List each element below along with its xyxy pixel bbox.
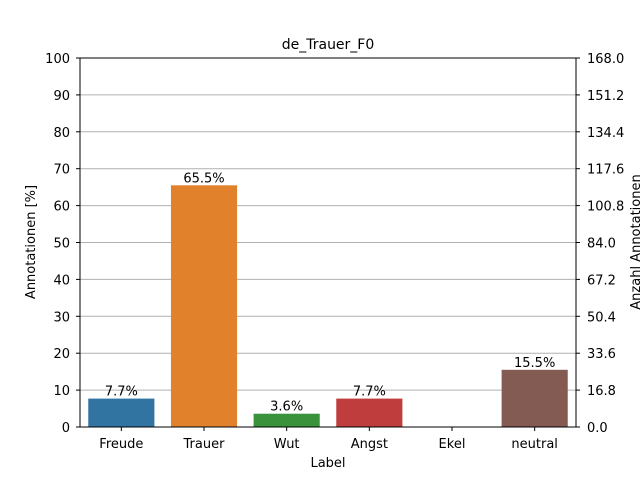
- y-tick-label: 50: [53, 237, 70, 252]
- gridlines: [80, 94, 576, 391]
- right-y-tick-label: 134.4: [587, 126, 624, 141]
- bar-freude: [88, 398, 155, 427]
- right-y-tick-label: 117.6: [587, 163, 624, 178]
- x-tick-label: neutral: [511, 437, 558, 452]
- bar-value-label: 7.7%: [105, 385, 138, 400]
- x-tick-label: Trauer: [183, 437, 226, 452]
- bar-wut: [253, 413, 320, 427]
- right-y-tick-label: 33.6: [587, 347, 616, 362]
- bar-angst: [336, 398, 403, 427]
- y-tick-label: 20: [53, 347, 70, 362]
- x-tick-label: Wut: [274, 437, 300, 452]
- right-y-axis-ticks: 0.0 16.8 33.6 50.4 67.2 84.0 100.8 117.6 134.4 15…: [576, 52, 624, 436]
- bar-value-label: 7.7%: [353, 385, 386, 400]
- right-y-tick-label: 0.0: [587, 421, 608, 436]
- x-axis-ticks: Freude Trauer Wut Angst Ekel neutral: [99, 427, 558, 452]
- y-tick-label: 0: [62, 421, 70, 436]
- right-y-axis-label: Anzahl Annotationen: [629, 174, 640, 309]
- bar-value-label: 15.5%: [514, 356, 555, 371]
- y-tick-label: 70: [53, 163, 70, 178]
- right-y-tick-label: 151.2: [587, 89, 624, 104]
- right-y-tick-label: 50.4: [587, 310, 616, 325]
- y-axis-label: Annotationen [%]: [24, 185, 39, 299]
- chart-title: de_Trauer_F0: [282, 37, 375, 53]
- y-tick-label: 90: [53, 89, 70, 104]
- x-tick-label: Angst: [351, 437, 388, 452]
- bar-value-label: 3.6%: [270, 400, 303, 415]
- right-y-tick-label: 16.8: [587, 384, 616, 399]
- bar-value-labels: 7.7% 65.5% 3.6% 7.7% 15.5%: [105, 171, 556, 414]
- bar-neutral: [501, 369, 568, 427]
- bars: [88, 185, 568, 427]
- right-y-tick-label: 67.2: [587, 273, 616, 288]
- left-y-axis-ticks: 0 10 20 30 40 50 60 70 80 90 100: [45, 52, 80, 436]
- x-tick-label: Freude: [99, 437, 143, 452]
- y-tick-label: 10: [53, 384, 70, 399]
- y-tick-label: 30: [53, 310, 70, 325]
- right-y-tick-label: 168.0: [587, 52, 624, 67]
- bar-value-label: 65.5%: [183, 171, 224, 186]
- y-tick-label: 60: [53, 200, 70, 215]
- y-tick-label: 100: [45, 52, 70, 67]
- right-y-tick-label: 84.0: [587, 237, 616, 252]
- right-y-tick-label: 100.8: [587, 200, 624, 215]
- bar-trauer: [170, 185, 238, 427]
- y-tick-label: 40: [53, 273, 70, 288]
- x-axis-label: Label: [310, 456, 345, 471]
- y-tick-label: 80: [53, 126, 70, 141]
- x-tick-label: Ekel: [439, 437, 466, 452]
